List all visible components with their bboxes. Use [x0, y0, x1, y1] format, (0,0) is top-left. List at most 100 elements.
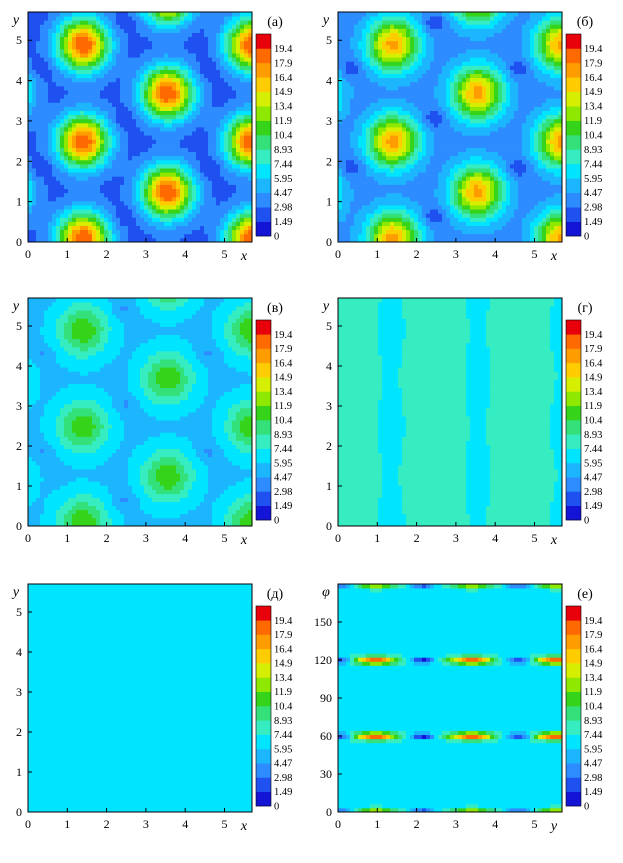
heatmap-cell — [382, 131, 387, 136]
heatmap-cell — [32, 205, 37, 210]
heatmap-cell — [378, 233, 383, 239]
heatmap-cell — [418, 209, 423, 214]
heatmap-cell — [200, 106, 205, 111]
heatmap-cell — [370, 131, 375, 136]
heatmap-cell — [44, 200, 49, 206]
heatmap-cell — [366, 213, 371, 218]
heatmap-cell — [248, 73, 252, 79]
heatmap-cell — [172, 69, 177, 75]
heatmap-cell — [100, 127, 105, 132]
heatmap-cell — [454, 200, 459, 206]
heatmap-cell — [378, 57, 383, 62]
heatmap-cell — [454, 110, 459, 116]
heatmap-cell — [56, 102, 61, 107]
heatmap-cell — [382, 180, 387, 185]
heatmap-cell — [172, 65, 177, 70]
heatmap-cell — [402, 61, 407, 66]
heatmap-cell — [236, 180, 241, 185]
heatmap-cell — [140, 155, 145, 161]
heatmap-cell — [140, 229, 145, 235]
heatmap-cell — [28, 233, 33, 239]
heatmap-cell — [80, 135, 85, 140]
heatmap-cell — [100, 20, 105, 25]
heatmap-cell — [422, 94, 427, 99]
heatmap-cell — [398, 28, 403, 33]
heatmap-cell — [92, 114, 97, 120]
heatmap-cell — [374, 143, 379, 148]
heatmap-cell — [390, 147, 395, 153]
heatmap-cell — [112, 81, 117, 87]
heatmap-cell — [378, 110, 383, 116]
heatmap-cell — [152, 184, 157, 190]
heatmap-cell — [112, 77, 117, 83]
heatmap-cell — [56, 139, 61, 144]
heatmap-cell — [406, 20, 411, 25]
heatmap-cell — [338, 188, 343, 194]
heatmap-cell — [390, 209, 395, 214]
heatmap-cell — [240, 205, 245, 210]
heatmap-cell — [72, 90, 77, 95]
heatmap-cell — [180, 180, 185, 185]
heatmap-cell — [406, 98, 411, 103]
heatmap-cell — [164, 200, 169, 206]
heatmap-cell — [92, 12, 97, 17]
heatmap-cell — [212, 44, 217, 50]
heatmap-cell — [362, 77, 367, 83]
heatmap-cell — [32, 163, 37, 169]
heatmap-cell — [172, 159, 177, 165]
heatmap-cell — [116, 98, 121, 103]
heatmap-cell — [228, 131, 233, 136]
heatmap-cell — [406, 40, 411, 46]
heatmap-cell — [398, 155, 403, 161]
heatmap-cell — [430, 94, 435, 99]
heatmap-cell — [406, 213, 411, 218]
heatmap-cell — [204, 196, 209, 202]
heatmap-cell — [248, 106, 252, 111]
heatmap-cell — [454, 36, 459, 42]
heatmap-cell — [88, 176, 93, 181]
heatmap-cell — [220, 225, 225, 231]
heatmap-cell — [120, 209, 125, 214]
heatmap-cell — [382, 172, 387, 177]
heatmap-cell — [128, 28, 133, 33]
heatmap-cell — [414, 102, 419, 107]
heatmap-cell — [354, 106, 359, 111]
heatmap-cell — [144, 143, 149, 148]
heatmap-cell — [446, 65, 451, 70]
heatmap-cell — [176, 20, 181, 25]
heatmap-cell — [152, 139, 157, 144]
heatmap-cell — [418, 73, 423, 79]
heatmap-cell — [128, 188, 133, 194]
heatmap-cell — [140, 48, 145, 54]
heatmap-cell — [346, 205, 351, 210]
heatmap-cell — [72, 217, 77, 222]
heatmap-cell — [442, 205, 447, 210]
heatmap-cell — [374, 184, 379, 190]
heatmap-cell — [100, 225, 105, 231]
heatmap-cell — [204, 217, 209, 222]
heatmap-cell — [68, 32, 73, 38]
heatmap-cell — [64, 20, 69, 25]
heatmap-cell — [156, 188, 161, 194]
heatmap-cell — [60, 217, 65, 222]
heatmap-cell — [48, 221, 53, 226]
heatmap-cell — [200, 110, 205, 116]
heatmap-cell — [418, 143, 423, 148]
heatmap-cell — [220, 184, 225, 190]
heatmap-cell — [458, 221, 463, 226]
heatmap-cell — [192, 114, 197, 120]
heatmap-cell — [92, 32, 97, 38]
heatmap-cell — [176, 65, 181, 70]
heatmap-cell — [84, 233, 89, 239]
heatmap-cell — [402, 118, 407, 124]
heatmap-cell — [232, 168, 237, 173]
heatmap-cell — [362, 155, 367, 161]
heatmap-cell — [148, 118, 153, 124]
heatmap-cell — [212, 16, 217, 21]
heatmap-cell — [338, 159, 343, 165]
heatmap-cell — [120, 233, 125, 239]
heatmap-cell — [354, 139, 359, 144]
heatmap-cell — [160, 77, 165, 83]
heatmap-cell — [378, 135, 383, 140]
heatmap-cell — [366, 28, 371, 33]
